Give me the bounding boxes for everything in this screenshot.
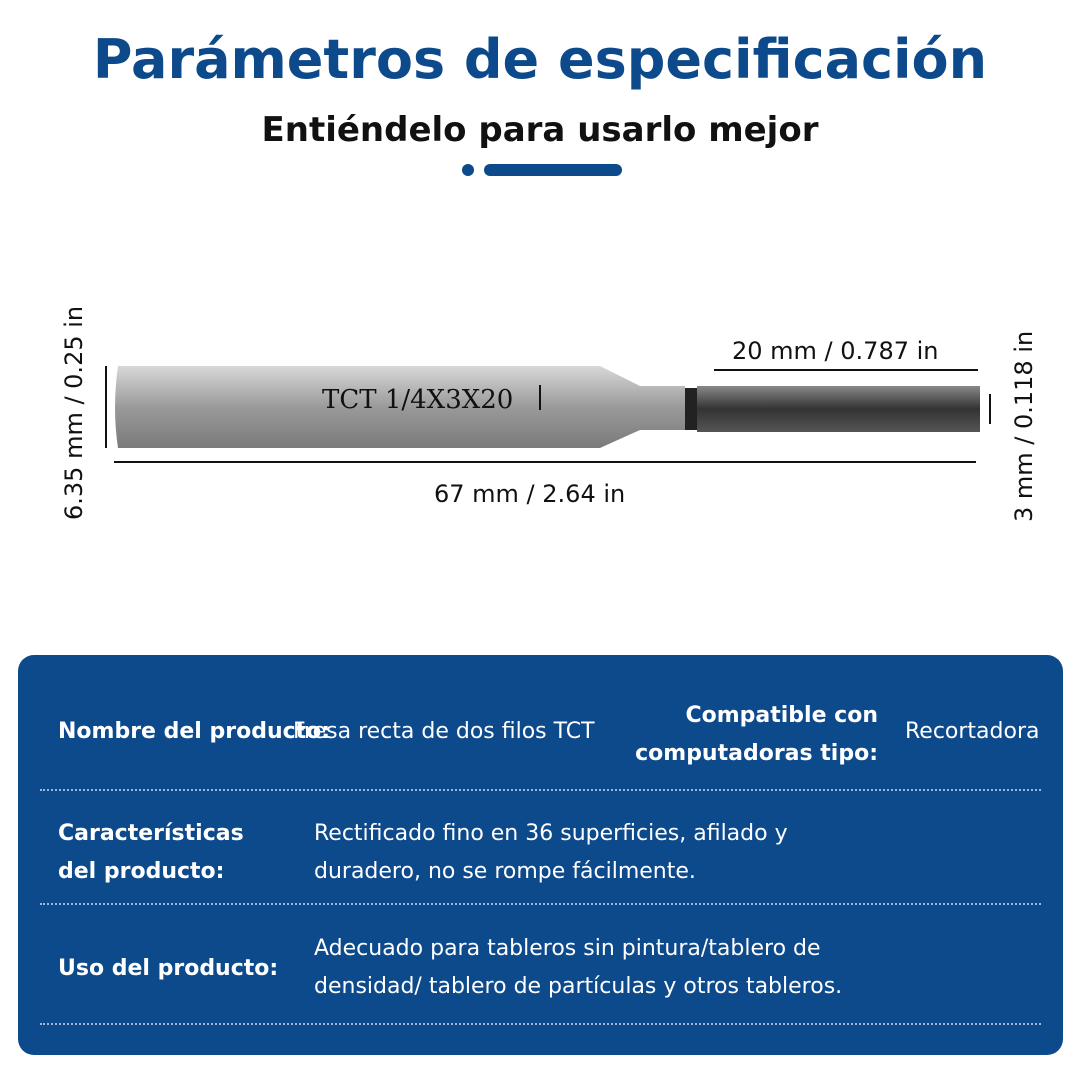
- label: Nombre del producto:: [58, 719, 331, 744]
- value: Rectificado fino en 36 superficies, afil…: [314, 821, 788, 884]
- drawing: [105, 164, 991, 463]
- title: Parámetros de especificación: [92, 28, 988, 91]
- value: Adecuado para tableros sin pintura/table…: [314, 936, 843, 999]
- value: Recortadora: [905, 719, 1040, 744]
- cutting-diameter: 3 mm / 0.118 in: [1010, 330, 1038, 522]
- shank-diameter: 6.35 mm / 0.25 in: [60, 305, 88, 520]
- value: Fresa recta de dos filos TCT: [293, 719, 595, 744]
- label: Características del producto:: [58, 821, 244, 884]
- subtitle: Entiéndelo para usarlo mejor: [261, 110, 819, 150]
- total-length: 67 mm / 2.64 in: [434, 480, 626, 508]
- label: Uso del producto:: [58, 956, 279, 981]
- separator: [40, 1023, 1041, 1025]
- cutting-length: 20 mm / 0.787 in: [732, 337, 939, 365]
- separator: [40, 789, 1041, 791]
- label: Compatible con computadoras tipo:: [635, 703, 878, 766]
- separator: [40, 903, 1041, 905]
- engraving: TCT 1/4X3X20: [322, 385, 514, 415]
- spec-table: Nombre del producto: Fresa recta de dos …: [18, 655, 1063, 1055]
